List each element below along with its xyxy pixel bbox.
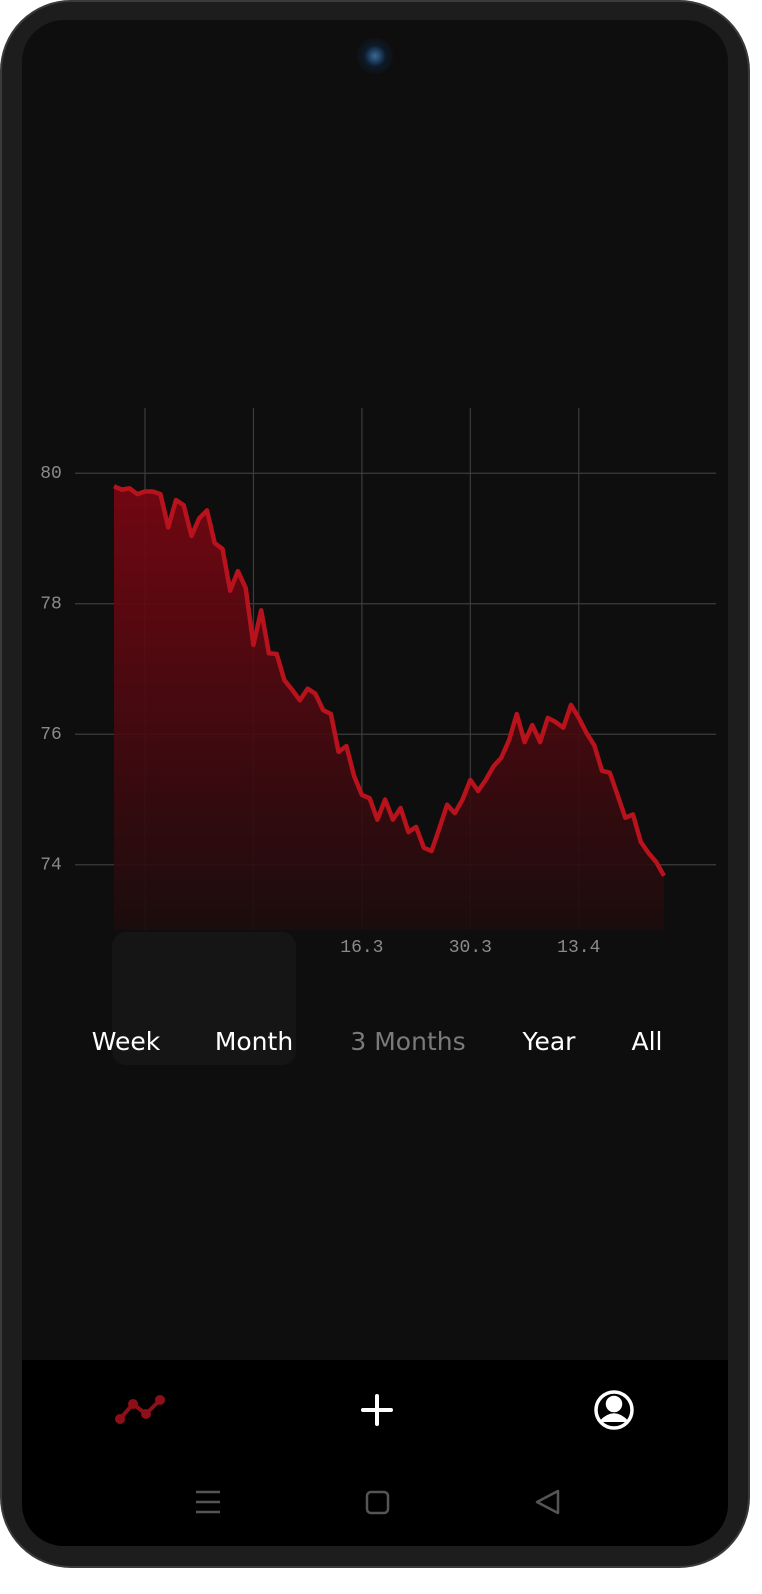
x-tick-label: 16.3 (340, 938, 383, 958)
x-tick-label: 30.3 (449, 938, 492, 958)
x-tick-label: 13.4 (557, 938, 600, 958)
range-button[interactable]: 3 Months (350, 1027, 465, 1056)
bottom-nav (22, 1360, 728, 1546)
nav-add-button[interactable] (361, 1394, 393, 1426)
range-selector: Week Month 3 Months Year All (92, 1027, 663, 1056)
y-tick-label: 78 (40, 595, 62, 615)
system-menu[interactable] (196, 1490, 220, 1514)
area-fill (114, 486, 664, 930)
system-home[interactable] (365, 1490, 390, 1515)
line (113, 484, 666, 877)
redacted-area (112, 932, 296, 1065)
camera (357, 38, 393, 74)
nav-profile-button[interactable] (594, 1390, 634, 1430)
range-button[interactable]: Week (92, 1027, 161, 1056)
y-tick-label: 76 (40, 725, 62, 745)
y-tick-label: 74 (40, 856, 62, 876)
nav-chart-icon[interactable] (115, 1395, 165, 1424)
y-tick-label: 80 (40, 464, 62, 484)
range-button[interactable]: Year (522, 1027, 577, 1056)
range-button[interactable]: Month (215, 1027, 293, 1056)
system-back[interactable] (535, 1489, 560, 1515)
range-button[interactable]: All (632, 1027, 663, 1056)
